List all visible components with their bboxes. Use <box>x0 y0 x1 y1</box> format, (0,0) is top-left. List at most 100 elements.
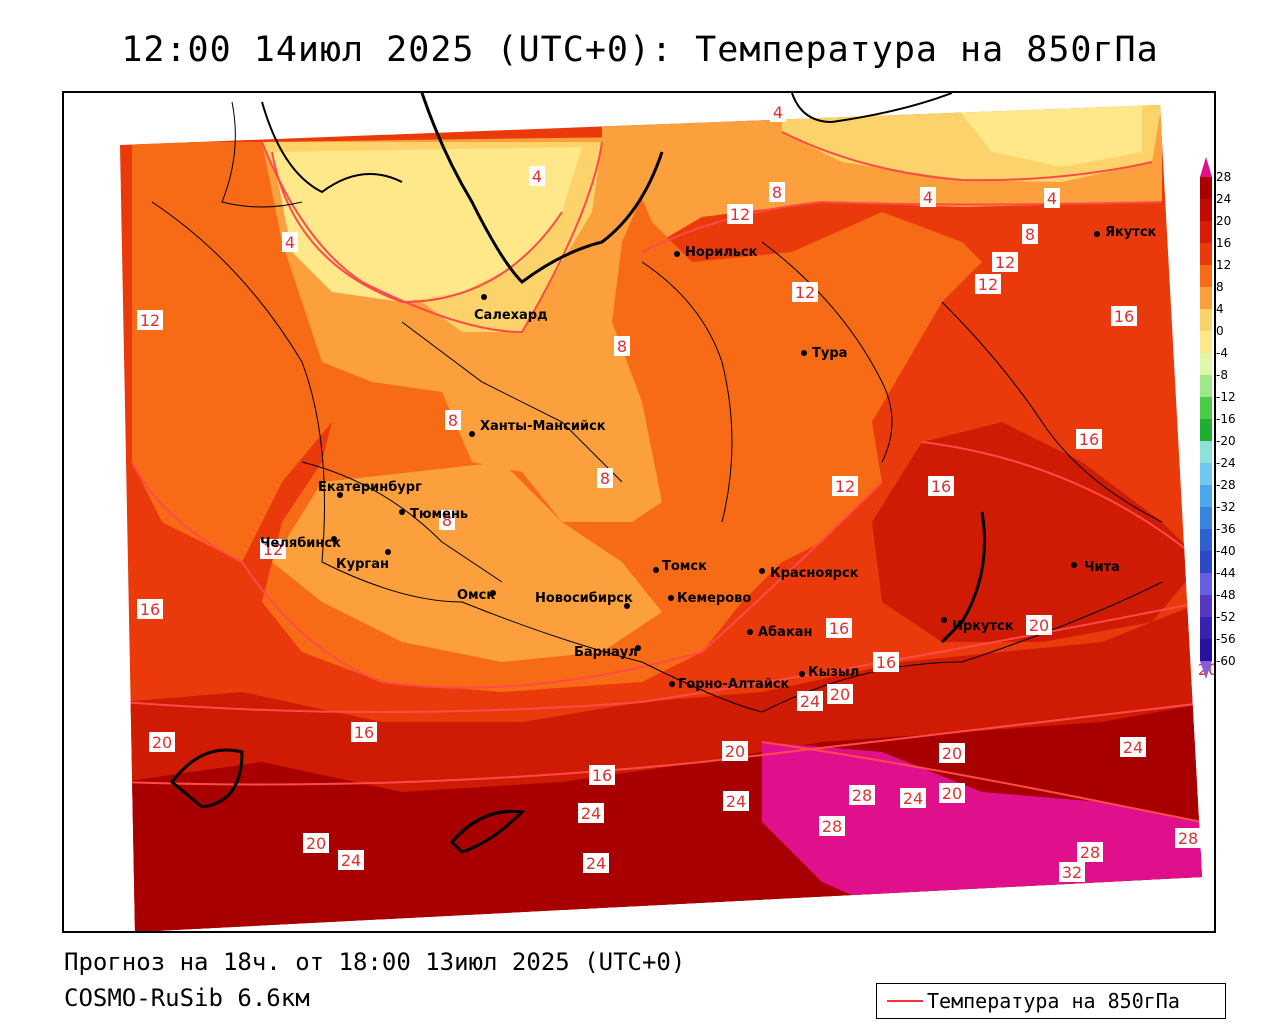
isotherm-label-box <box>137 599 163 619</box>
city-label: Омск <box>457 588 495 603</box>
colorbar-tick-label: -36 <box>1216 522 1236 536</box>
isotherm-label-box <box>939 743 965 763</box>
isotherm-label: 20 <box>942 784 962 803</box>
colorbar-cell <box>1200 177 1212 199</box>
colorbar-cell <box>1200 529 1212 551</box>
colorbar-tick-label: -8 <box>1216 368 1228 382</box>
forecast-text: Прогноз на 18ч. от 18:00 13июл 2025 (UTC… <box>64 948 686 976</box>
colorbar-tick-label: 20 <box>1216 214 1231 228</box>
isotherm-label-box <box>529 166 545 186</box>
city-marker <box>481 294 487 300</box>
isotherm-label-box <box>439 510 455 530</box>
isotherm-label: 8 <box>442 511 452 530</box>
city-label: Норильск <box>685 245 758 260</box>
city-label: Иркутск <box>952 619 1014 634</box>
isotherm-label: 4 <box>532 167 542 186</box>
city-marker <box>801 350 807 356</box>
colorbar-tick-label: -16 <box>1216 412 1236 426</box>
isotherm-label: 12 <box>978 275 998 294</box>
isotherm-label: 24 <box>726 792 746 811</box>
colorbar-cell <box>1200 595 1212 617</box>
city-marker <box>759 568 765 574</box>
isotherm-label-box <box>445 410 461 430</box>
legend-box: Температура на 850гПа <box>876 983 1226 1019</box>
city-marker <box>490 590 496 596</box>
colorbar-cell <box>1200 551 1212 573</box>
city-label: Якутск <box>1105 225 1157 240</box>
isotherm-label: 20 <box>1029 616 1049 635</box>
isotherm-label-box <box>920 187 936 207</box>
model-name: COSMO-RuSib 6.6км <box>64 984 310 1012</box>
isotherm-label: 4 <box>285 233 295 252</box>
isotherm-label: 16 <box>1114 307 1134 326</box>
colorbar-tick-label: -28 <box>1216 478 1236 492</box>
isotherm-label: 8 <box>772 183 782 202</box>
colorbar-tick-label: -60 <box>1216 654 1236 668</box>
city-label: Салехард <box>474 308 548 323</box>
city-label: Ханты-Мансийск <box>480 419 606 434</box>
city-marker <box>331 536 337 542</box>
city-label: Тюмень <box>410 507 468 522</box>
colorbar-cell <box>1200 221 1212 243</box>
isotherm-label: 20 <box>725 742 745 761</box>
colorbar-tick-label: -52 <box>1216 610 1236 624</box>
colorbar-tick-label: -44 <box>1216 566 1236 580</box>
isotherm-label: 16 <box>140 600 160 619</box>
isotherm-label: 8 <box>448 411 458 430</box>
city-label: Абакан <box>758 625 813 640</box>
colorbar-tick-label: 4 <box>1216 302 1224 316</box>
city-label: Кемерово <box>677 591 751 606</box>
temperature-fill-layer <box>120 105 1202 931</box>
colorbar-labels: 28 24 20 16 12 8 4 0 -4 -8 -12 -16 -20 -24 -28 -32 -36 -4… <box>1216 170 1236 668</box>
isotherm-label: 4 <box>773 103 783 122</box>
isotherm-label: 28 <box>1178 829 1198 848</box>
isotherm-label: 4 <box>1047 189 1057 208</box>
city-label: Тура <box>812 346 847 361</box>
colorbar-tick-label: -20 <box>1216 434 1236 448</box>
isotherm-label-box <box>832 476 858 496</box>
city-marker <box>1071 562 1077 568</box>
isotherm-label-box <box>1111 306 1137 326</box>
isotherm-label-box <box>338 850 364 870</box>
colorbar-cell <box>1200 573 1212 595</box>
isotherm-lines <box>121 131 1202 823</box>
colorbar-tick-label: -32 <box>1216 500 1236 514</box>
colorbar-tick-label: 12 <box>1216 258 1231 272</box>
colorbar-cell <box>1200 617 1212 639</box>
isotherm-label-box <box>1077 842 1103 862</box>
isotherm-label-box <box>992 252 1018 272</box>
colorbar-cells <box>1200 157 1212 679</box>
isotherm-label-box <box>1026 615 1052 635</box>
isotherm-label-box <box>827 684 853 704</box>
city-label: Чита <box>1084 560 1120 575</box>
isotherm-label-box <box>137 310 163 330</box>
isotherm-label-box <box>727 204 753 224</box>
colorbar-tick-label: -56 <box>1216 632 1236 646</box>
isotherm-label-box <box>769 182 785 202</box>
colorbar-cell <box>1200 309 1212 331</box>
isotherm-label-box <box>900 788 926 808</box>
isotherm-label-box <box>975 274 1001 294</box>
isotherm-label-box <box>797 691 823 711</box>
isotherm-label: 16 <box>354 723 374 742</box>
isotherm-label-box <box>826 618 852 638</box>
city-marker <box>469 431 475 437</box>
city-marker <box>399 509 405 515</box>
map-frame[interactable]: 4 4 4 4 4 8 8 8 8 8 8 12 12 12 12 12 12 12 16 16 16 16 16 16 16 1… <box>62 91 1216 933</box>
colorbar-cell <box>1200 463 1212 485</box>
isotherm-label: 20 <box>152 733 172 752</box>
city-label: Челябинск <box>260 536 341 551</box>
isotherm-label: 16 <box>592 766 612 785</box>
isotherm-label-box <box>1059 862 1085 882</box>
isotherm-label: 24 <box>341 851 361 870</box>
isotherm-label: 16 <box>1079 430 1099 449</box>
isotherm-label: 24 <box>800 692 820 711</box>
isotherm-label-box <box>578 803 604 823</box>
colorbar-cell <box>1200 331 1212 353</box>
isotherm-label-box <box>1175 828 1201 848</box>
isotherm-label-box <box>1120 737 1146 757</box>
city-label: Томск <box>662 559 707 574</box>
map-title: 12:00 14июл 2025 (UTC+0): Температура на… <box>121 30 1159 70</box>
